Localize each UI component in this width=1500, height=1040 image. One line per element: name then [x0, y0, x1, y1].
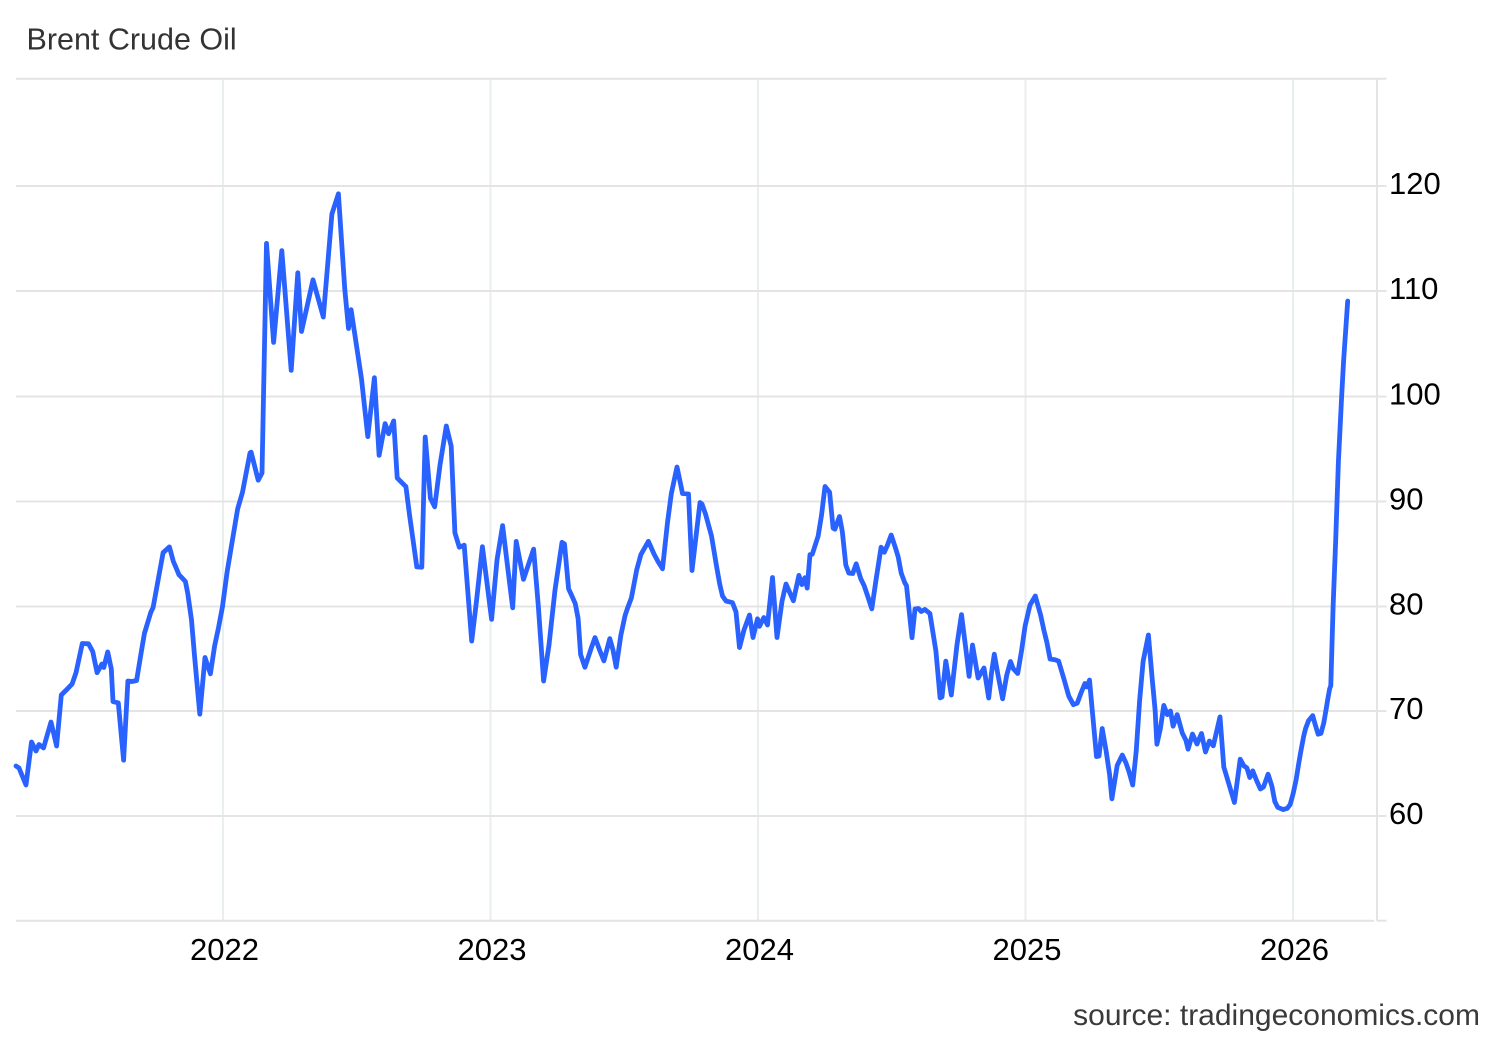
- svg-text:110: 110: [1389, 271, 1438, 306]
- svg-text:90: 90: [1389, 482, 1423, 517]
- svg-text:2023: 2023: [458, 932, 527, 967]
- svg-text:2026: 2026: [1260, 932, 1329, 967]
- svg-text:100: 100: [1389, 377, 1441, 412]
- svg-text:70: 70: [1389, 691, 1423, 726]
- svg-text:80: 80: [1389, 587, 1423, 622]
- svg-text:2022: 2022: [190, 932, 259, 967]
- svg-text:2025: 2025: [993, 932, 1062, 967]
- svg-text:2024: 2024: [725, 932, 794, 967]
- svg-text:Brent Crude Oil: Brent Crude Oil: [27, 23, 237, 57]
- svg-text:60: 60: [1389, 796, 1423, 831]
- svg-text:120: 120: [1389, 166, 1441, 201]
- svg-text:source: tradingeconomics.com: source: tradingeconomics.com: [1073, 999, 1480, 1032]
